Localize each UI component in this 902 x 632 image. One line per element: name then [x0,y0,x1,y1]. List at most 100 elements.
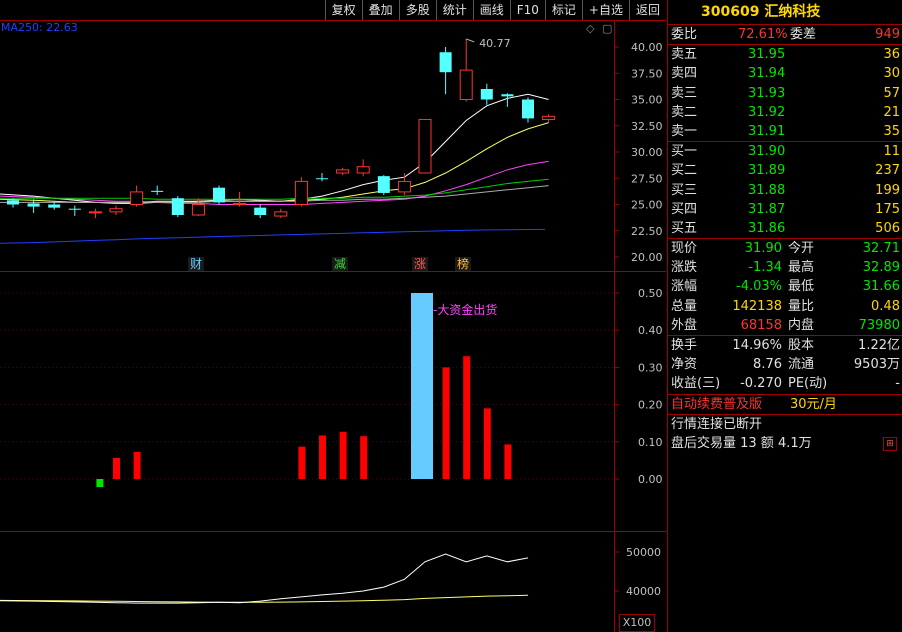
stat-value: 73980 [858,317,900,333]
bid-level-label: 买四 [671,201,698,217]
high-price-label: 40.77 [479,37,511,50]
candle-body [522,99,534,119]
stat-label: 量比 [788,298,815,314]
toolbar-button-5[interactable]: F10 [509,0,545,20]
volume-ma-line [0,594,529,603]
status-row-1: 行情连接已断开 [668,415,902,434]
ask-level-label: 卖五 [671,47,698,63]
wei-cha-label: 委差 [790,27,817,42]
candle-body [439,52,452,73]
ask-level-label: 卖三 [671,85,698,101]
after-hours-volume: 盘后交易量 13 额 4.1万 [671,435,812,451]
stat-value: 142138 [732,298,782,314]
ask-level-label: 卖四 [671,66,698,82]
promo-price[interactable]: 30元/月 [790,396,837,412]
indicator-tick-label: 0.40 [638,324,663,337]
stat-row: 外盘 68158 内盘 73980 [668,316,902,335]
ask-volume: 57 [883,85,900,101]
indicator-bar [442,367,450,479]
chart-toolbar: 复权 叠加 多股 统计 画线 F10 标记 +自选 返回 [324,0,666,20]
bid-price: 31.86 [748,220,786,236]
candle-body [501,94,514,97]
candle-body [459,69,473,100]
volume-tick-label: 50000 [626,546,661,559]
price-tick-label: 32.50 [631,120,663,133]
indicator-bar [463,356,471,479]
ask-price: 31.93 [748,85,786,101]
bid-level-label: 买二 [671,163,698,179]
indicator-green-mark [96,479,104,487]
ask-row: 卖四 31.94 30 [668,64,902,83]
big-capital-bar [411,293,433,479]
toolbar-button-0[interactable]: 复权 [324,0,362,20]
stat-label: 涨幅 [671,279,698,295]
volume-scale-button[interactable]: X100 [619,614,655,632]
chart-area[interactable]: 复权 叠加 多股 统计 画线 F10 标记 +自选 返回 MA250: 22.63 ◇ ▢ 40… [0,0,666,632]
toolbar-button-3[interactable]: 统计 [435,0,473,20]
ask-volume: 35 [883,123,900,139]
moving-average-line [0,228,546,244]
stat-value: 68158 [740,317,782,333]
promo-row[interactable]: 自动续费普及版 30元/月 [668,395,902,415]
price-tick-label: 27.50 [631,172,663,185]
indicator-bar [483,408,491,479]
bid-volume: 199 [875,182,900,198]
bid-row: 买五 31.86 506 [668,219,902,238]
promo-label[interactable]: 自动续费普及版 [671,396,763,412]
candle-body [171,198,184,215]
fundamental-value: 14.96% [732,338,782,353]
indicator-bar [504,444,512,479]
close-square-icon[interactable]: ▢ [602,22,613,35]
candle-body [336,169,350,174]
moving-average-line [0,160,549,205]
ask-book: 卖五 31.95 36 卖四 31.94 30 卖三 31.93 57 卖二 31.92 21 卖一 31… [668,45,902,143]
stat-value: -1.34 [748,260,782,276]
fundamental-label: 净资 [671,357,698,373]
ask-price: 31.94 [748,66,786,82]
toolbar-button-8[interactable]: 返回 [628,0,666,20]
bid-volume: 506 [875,220,900,236]
high-pointer [466,38,475,43]
toolbar-button-1[interactable]: 叠加 [361,0,399,20]
ask-price: 31.95 [748,47,786,63]
event-mark-bg [455,257,471,271]
ask-volume: 30 [883,66,900,82]
bid-row: 买二 31.89 237 [668,161,902,180]
detail-icon[interactable]: ⊞ [883,436,897,451]
toolbar-button-2[interactable]: 多股 [398,0,436,20]
chart-canvas[interactable]: 40.00 37.50 35.00 32.50 30.00 27.50 25.00 22.50… [0,0,666,632]
bid-row: 买四 31.87 175 [668,200,902,219]
diamond-icon[interactable]: ◇ [586,22,595,35]
price-tick-label: 20.00 [631,251,663,264]
price-tick-label: 30.00 [631,146,663,159]
bid-level-label: 买三 [671,182,698,198]
event-mark-bg [412,257,428,271]
event-mark-bg [188,257,204,271]
indicator-bar [133,451,141,479]
candle-body [542,115,556,120]
moving-average-line [0,185,549,203]
toolbar-button-6[interactable]: 标记 [544,0,582,20]
toolbar-button-7[interactable]: +自选 [581,0,629,20]
candle-body [316,178,328,180]
indicator-bar [339,431,347,479]
candle-body [233,202,247,205]
fundamentals: 换手 14.96% 股本 1.22亿 净资 8.76 流通 9503万 收益(三) -0.270 P… [668,336,902,395]
candle-body [88,211,102,214]
candle-body [418,118,432,174]
candle-body [151,190,164,192]
bid-volume: 11 [883,144,900,160]
stat-row: 涨跌 -1.34 最高 32.89 [668,258,902,277]
price-tick-label: 25.00 [631,199,663,212]
event-mark-bg [332,257,348,271]
ask-row: 卖一 31.91 35 [668,122,902,141]
toolbar-button-4[interactable]: 画线 [472,0,510,20]
indicator-bar [113,457,120,479]
bid-row: 买一 31.90 11 [668,142,902,161]
moving-average-line [0,122,549,203]
indicator-bar [298,446,306,479]
ma250-label: MA250: 22.63 [1,21,78,34]
event-mark: 榜 [457,256,469,271]
price-tick-label: 35.00 [631,94,663,107]
bid-row: 买三 31.88 199 [668,181,902,200]
